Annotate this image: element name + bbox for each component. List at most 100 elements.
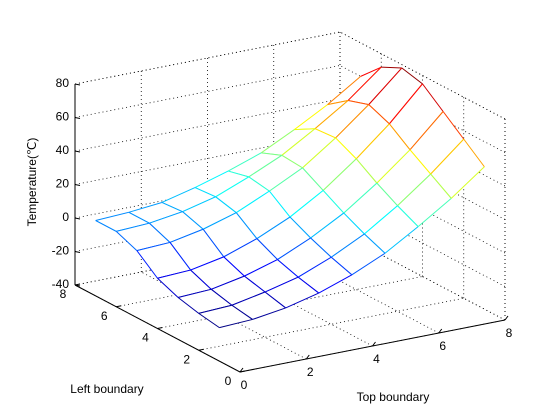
mesh-edge: [384, 226, 419, 254]
mesh-edge: [388, 123, 411, 151]
mesh-edge: [252, 307, 286, 320]
mesh-edge: [368, 104, 390, 125]
mesh-edge: [330, 233, 365, 258]
mesh-edge: [269, 167, 303, 192]
mesh-edge: [211, 275, 245, 290]
mesh-face: [223, 238, 278, 277]
mesh-edge: [231, 304, 253, 320]
mesh-face: [410, 111, 464, 175]
mesh-edge: [157, 277, 179, 298]
mesh-edge: [128, 201, 163, 213]
mesh-edge: [244, 275, 266, 293]
mesh-edge: [281, 128, 316, 156]
y-tick-label: 8: [60, 287, 67, 301]
mesh-edge: [268, 190, 291, 218]
mesh-edge: [231, 291, 266, 306]
mesh-edge: [297, 276, 320, 294]
grid-line: [74, 65, 341, 118]
mesh-face: [335, 104, 390, 159]
z-tick-label: 60: [56, 110, 70, 124]
mesh-edge: [210, 288, 233, 306]
mesh-edge: [194, 170, 229, 189]
mesh-face: [215, 176, 270, 213]
mesh-edge: [343, 182, 378, 214]
mesh-edge: [219, 318, 253, 329]
mesh-edge: [417, 197, 452, 228]
mesh-edge: [430, 173, 452, 199]
mesh-edge: [351, 252, 386, 276]
mesh-face: [128, 202, 183, 224]
mesh-edge: [388, 83, 423, 125]
mesh-edge: [322, 158, 357, 191]
mesh-face: [248, 155, 303, 192]
mesh-face: [161, 187, 216, 212]
y-tick-label: 4: [142, 331, 149, 345]
mesh-edge: [149, 211, 183, 224]
mesh-edge: [227, 170, 249, 178]
mesh-edge: [463, 138, 485, 168]
mesh-edge: [422, 83, 444, 112]
mesh-edge: [314, 100, 349, 130]
mesh-edge: [376, 182, 398, 207]
mesh-edge: [260, 129, 295, 154]
mesh-face: [302, 137, 357, 191]
mesh-face: [376, 149, 431, 206]
z-tick: [74, 284, 81, 287]
mesh-edge: [310, 212, 345, 239]
z-tick: [74, 83, 81, 86]
mesh-edge: [256, 216, 291, 240]
mesh-face: [261, 128, 315, 156]
mesh-face: [368, 67, 423, 124]
mesh-edge: [335, 104, 370, 139]
mesh-edge: [227, 152, 262, 172]
mesh-face: [327, 67, 382, 105]
mesh-edge: [115, 231, 138, 251]
mesh-edge: [335, 137, 357, 160]
mesh-edge: [281, 154, 303, 169]
mesh-edge: [355, 158, 378, 184]
y-tick-label: 0: [225, 374, 232, 388]
mesh-edge: [136, 250, 158, 279]
z-axis-label: Temperature(℃): [25, 138, 39, 227]
mesh-edge: [327, 99, 349, 106]
mesh-face: [182, 196, 237, 230]
mesh-face: [195, 171, 249, 197]
mesh-edge: [161, 202, 183, 213]
mesh-face: [343, 183, 398, 234]
y-axis-label: Left boundary: [70, 382, 143, 396]
mesh-edge: [128, 211, 150, 224]
mesh-edge: [285, 292, 319, 309]
z-tick-label: 20: [56, 177, 70, 191]
x-tick: [372, 341, 376, 347]
mesh-face: [389, 83, 444, 150]
mesh-edge: [302, 167, 324, 191]
mesh-edge: [343, 212, 365, 235]
mesh-face: [281, 128, 336, 168]
mesh-edge: [202, 212, 237, 230]
mesh-edge: [364, 233, 386, 254]
mesh-edge: [198, 304, 232, 314]
y-tick: [116, 305, 122, 308]
mesh-edge: [235, 190, 270, 214]
mesh-edge: [149, 222, 171, 243]
mesh-edge: [215, 196, 237, 214]
x-tick-label: 2: [307, 365, 314, 379]
mesh-edge: [182, 211, 204, 230]
mesh-edge: [297, 256, 332, 278]
mesh-face: [198, 305, 253, 328]
mesh-face: [397, 174, 452, 227]
x-tick-label: 4: [373, 352, 380, 366]
mesh-face: [256, 217, 311, 260]
mesh-edge: [264, 276, 299, 293]
mesh-edge: [256, 238, 278, 260]
mesh-edge: [381, 66, 402, 69]
x-tick: [504, 315, 509, 321]
mesh-edge: [314, 128, 336, 139]
z-tick: [74, 117, 81, 119]
mesh-edge: [248, 176, 270, 192]
mesh-edge: [409, 111, 444, 151]
mesh-edge: [169, 242, 192, 271]
mesh-edge: [178, 288, 212, 298]
mesh-edge: [182, 196, 216, 213]
